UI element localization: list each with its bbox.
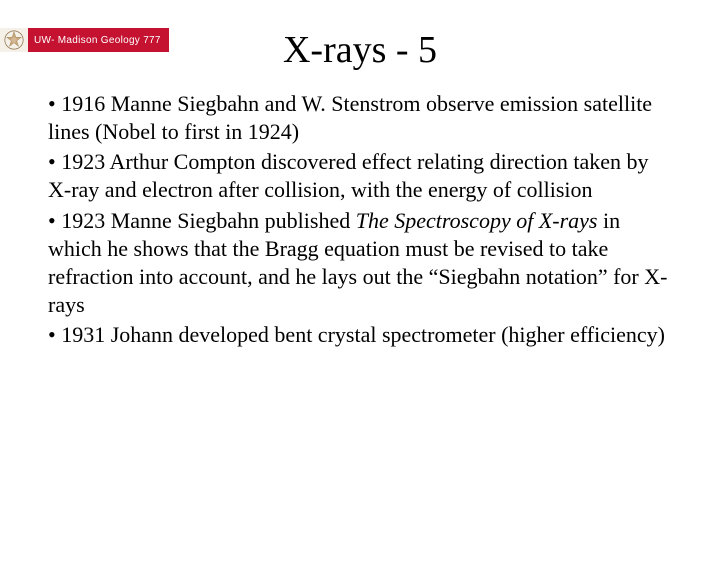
content-area: • 1916 Manne Siegbahn and W. Stenstrom o…: [0, 90, 720, 349]
bullet-item: • 1931 Johann developed bent crystal spe…: [48, 321, 672, 349]
bullet-text-italic: The Spectroscopy of X-rays: [356, 208, 598, 233]
header-banner: UW- Madison Geology 777: [0, 28, 169, 52]
crest-icon: [3, 29, 25, 51]
bullet-item: • 1916 Manne Siegbahn and W. Stenstrom o…: [48, 90, 672, 146]
banner-label: UW- Madison Geology 777: [28, 28, 169, 52]
bullet-text: • 1923 Manne Siegbahn published: [48, 208, 356, 233]
bullet-text: • 1916 Manne Siegbahn and W. Stenstrom o…: [48, 91, 652, 144]
logo-box: [0, 28, 28, 52]
bullet-item: • 1923 Manne Siegbahn published The Spec…: [48, 207, 672, 320]
bullet-text: • 1931 Johann developed bent crystal spe…: [48, 322, 665, 347]
bullet-item: • 1923 Arthur Compton discovered effect …: [48, 148, 672, 204]
bullet-text: • 1923 Arthur Compton discovered effect …: [48, 149, 649, 202]
